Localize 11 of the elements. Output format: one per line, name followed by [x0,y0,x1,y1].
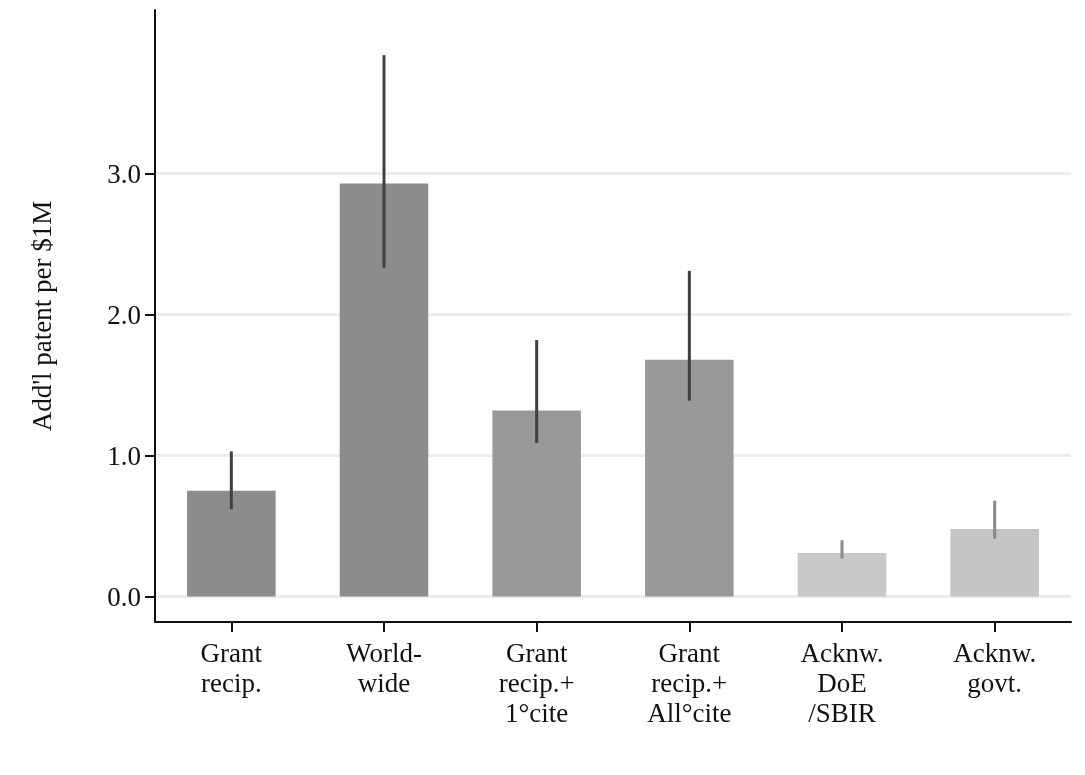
x-tick-label: Acknw. govt. [953,638,1037,698]
x-tick-label: World- wide [346,638,422,698]
y-tick-label: 2.0 [107,299,141,330]
x-tick-label: Grant recip.+ 1°cite [498,638,575,728]
y-tick-label: 3.0 [107,158,141,189]
x-tick-label: Grant recip. [200,638,263,698]
x-tick-label: Grant recip.+ All°cite [647,638,732,728]
y-tick-label: 0.0 [107,581,141,612]
x-tick-label: Acknw. DoE /SBIR [800,638,884,728]
y-axis-title: Add'l patent per $1M [26,200,57,432]
y-tick-label: 1.0 [107,440,141,471]
